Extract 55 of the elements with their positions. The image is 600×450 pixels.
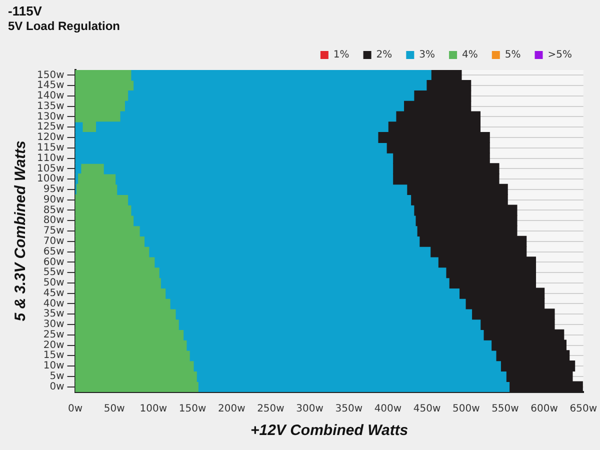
legend-label: >5%: [548, 50, 572, 61]
y-tick-label: 5w: [50, 371, 64, 382]
y-tick-label: 140w: [37, 90, 64, 102]
y-tick-label: 40w: [43, 298, 64, 310]
y-tick-label: 65w: [43, 246, 64, 258]
legend-label: 5%: [504, 50, 521, 61]
legend-label: 2%: [376, 50, 392, 61]
x-tick-label: 500w: [452, 404, 480, 415]
x-tick-label: 350w: [335, 404, 362, 415]
x-tick-label: 550w: [492, 404, 519, 415]
y-tick-label: 120w: [37, 132, 64, 144]
legend-label: 4%: [462, 50, 478, 61]
x-tick-label: 150w: [178, 404, 206, 415]
y-tick-label: 70w: [43, 236, 64, 247]
y-tick-label: 135w: [37, 100, 64, 112]
chart-title: -115V: [8, 3, 42, 18]
x-tick-label: 450w: [413, 404, 441, 415]
y-tick-label: 75w: [43, 226, 64, 237]
x-tick-label: 600w: [530, 404, 558, 415]
legend-label: 1%: [333, 50, 350, 61]
y-tick-label: 55w: [43, 267, 64, 278]
x-tick-label: 100w: [140, 404, 168, 415]
y-tick-label: 145w: [37, 80, 64, 92]
y-tick-label: 90w: [43, 194, 64, 206]
y-tick-label: 130w: [37, 111, 64, 122]
y-tick-label: 85w: [43, 204, 64, 216]
legend-label: 3%: [419, 50, 436, 61]
y-tick-label: 25w: [43, 329, 64, 340]
y-tick-label: 0w: [50, 381, 64, 392]
y-tick-label: 30w: [43, 319, 64, 330]
y-tick-label: 15w: [43, 350, 64, 362]
y-tick-label: 105w: [37, 163, 64, 174]
y-tick-label: 100w: [37, 174, 64, 185]
x-tick-label: 50w: [104, 404, 125, 415]
y-tick-label: 35w: [43, 308, 64, 320]
x-tick-label: 650w: [570, 404, 597, 415]
x-tick-label: 300w: [296, 404, 324, 415]
y-tick-label: 110w: [37, 152, 64, 164]
y-tick-label: 20w: [43, 340, 64, 351]
x-axis-title: +12V Combined Watts: [250, 422, 408, 440]
x-tick-label: 0w: [68, 404, 83, 415]
y-tick-label: 50w: [43, 278, 64, 289]
y-tick-label: 150w: [37, 70, 64, 81]
y-axis-title: 5 & 3.3V Combined Watts: [12, 140, 30, 322]
y-tick-label: 60w: [43, 256, 64, 268]
y-tick-label: 125w: [37, 122, 64, 133]
y-tick-label: 45w: [43, 288, 64, 299]
chart-subtitle: 5V Load Regulation: [8, 19, 120, 34]
y-tick-label: 80w: [43, 215, 64, 226]
x-tick-label: 400w: [374, 404, 402, 415]
x-tick-label: 250w: [257, 404, 284, 415]
y-tick-label: 10w: [43, 360, 64, 372]
y-tick-label: 95w: [43, 184, 64, 196]
y-tick-label: 115w: [37, 142, 64, 154]
x-tick-label: 200w: [218, 404, 246, 415]
